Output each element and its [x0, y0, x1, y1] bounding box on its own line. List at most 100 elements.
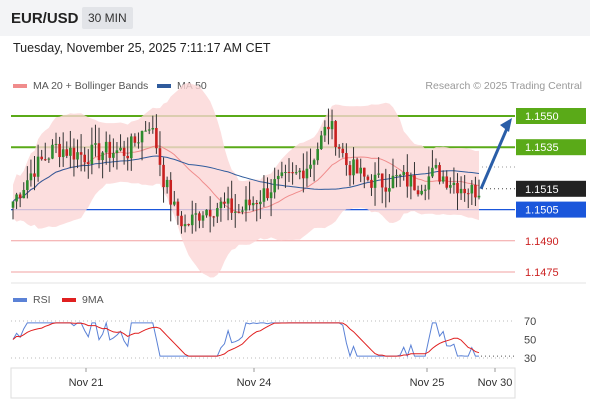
candle-body — [129, 136, 133, 159]
candle-body — [370, 179, 373, 188]
candle-body — [431, 167, 434, 177]
legend-ma20: MA 20 + Bollinger Bands — [13, 80, 148, 92]
header-bar: EUR/USD 30 MIN — [0, 0, 590, 36]
candle-body — [452, 182, 456, 186]
candle-body — [459, 188, 463, 194]
rsi-9ma-line — [12, 322, 480, 357]
candle-body — [280, 172, 284, 176]
candle-body — [244, 199, 248, 211]
credit-text: Research © 2025 Trading Central — [425, 80, 582, 92]
candle-body — [230, 198, 233, 213]
resistance-label: 1.1550 — [525, 111, 559, 123]
candle-body — [388, 188, 391, 192]
candle-body — [438, 165, 441, 182]
candle-body — [316, 148, 319, 161]
candle-body — [470, 184, 474, 194]
resistance-label-box — [516, 139, 586, 156]
candle-body — [104, 141, 108, 153]
candle-body — [162, 164, 165, 188]
candle-body — [97, 143, 101, 161]
candle-body — [463, 188, 466, 194]
ma20-swatch — [13, 84, 27, 89]
ma9-swatch — [62, 298, 76, 303]
candle-body — [423, 189, 427, 191]
candle-body — [406, 171, 409, 187]
candle-body — [26, 180, 29, 190]
candle-body — [176, 201, 180, 216]
candle-body — [47, 158, 51, 160]
candle-body — [409, 175, 413, 187]
candle-body — [366, 176, 370, 180]
candle-body — [395, 175, 398, 177]
candle-body — [194, 213, 198, 215]
rsi-line — [12, 320, 479, 358]
resistance-label-box — [516, 108, 586, 124]
candle-body — [187, 224, 190, 226]
ma50-swatch — [157, 84, 171, 89]
candle-body — [180, 215, 183, 227]
candle-body — [36, 156, 40, 177]
candle-body — [212, 216, 216, 218]
candle-body — [416, 190, 420, 195]
candle-body — [90, 144, 94, 165]
candle-body — [115, 150, 119, 154]
rsi-tick-label: 50 — [524, 335, 536, 347]
candle-body — [248, 199, 251, 206]
x-axis-box — [10, 367, 516, 399]
ma50-line — [12, 155, 480, 202]
candle-body — [251, 202, 255, 206]
candle-body — [466, 193, 470, 195]
candle-body — [413, 175, 416, 191]
candle-body — [140, 130, 144, 143]
candle-body — [51, 144, 54, 159]
candle-body — [302, 170, 305, 179]
candle-body — [330, 121, 334, 130]
candle-body — [190, 214, 194, 226]
rsi-tick-label: 30 — [524, 353, 536, 365]
candle-body — [298, 170, 302, 173]
candle-body — [402, 171, 406, 176]
candle-body — [169, 179, 173, 205]
candle-body — [79, 152, 83, 155]
candle-body — [158, 148, 162, 165]
candle-body — [108, 141, 112, 158]
candle-body — [76, 152, 79, 160]
forecast-arrow — [479, 125, 510, 190]
candle-body — [373, 174, 377, 188]
candle-body — [165, 179, 169, 188]
legend-rsi: RSI — [13, 294, 51, 306]
ma20-label: MA 20 + Bollinger Bands — [33, 80, 149, 92]
candle-body — [323, 126, 327, 136]
symbol-title: EUR/USD — [11, 10, 79, 27]
forecast-arrow-head — [500, 118, 512, 132]
candle-body — [237, 211, 241, 213]
candle-body — [327, 126, 330, 130]
candle-body — [355, 159, 359, 174]
timeframe-badge[interactable]: 30 MIN — [82, 7, 133, 29]
candle-body — [33, 173, 36, 177]
candle-body — [398, 175, 402, 177]
current-price-box — [516, 180, 586, 197]
rsi-swatch — [13, 298, 27, 303]
candle-body — [208, 209, 212, 217]
candle-body — [69, 147, 72, 156]
legend-9ma: 9MA — [62, 294, 104, 306]
candle-body — [43, 159, 47, 161]
candle-body — [348, 165, 352, 176]
candle-body — [334, 121, 337, 148]
candle-body — [449, 185, 452, 188]
candle-body — [287, 172, 291, 174]
candle-body — [312, 160, 316, 165]
candle-body — [241, 210, 244, 212]
candle-body — [309, 164, 312, 169]
candle-body — [86, 162, 90, 165]
candle-body — [151, 128, 155, 130]
candle-body — [226, 198, 230, 204]
candle-body — [434, 165, 438, 168]
candle-body — [137, 142, 140, 144]
candle-body — [377, 173, 380, 175]
rsi-tick-label: 70 — [524, 316, 536, 328]
candle-body — [11, 201, 15, 208]
candle-body — [219, 201, 223, 209]
candle-body — [391, 175, 395, 189]
